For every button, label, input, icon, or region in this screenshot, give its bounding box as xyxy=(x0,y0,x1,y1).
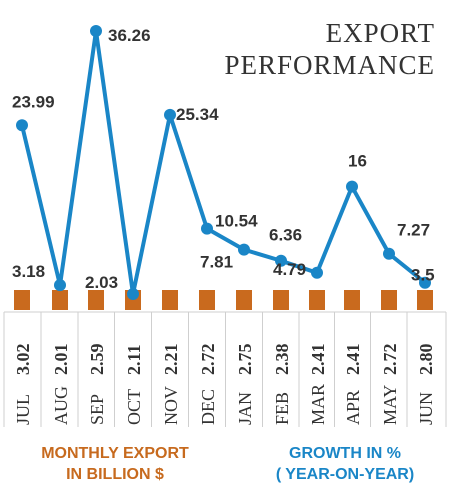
export-value-jan: 2.75 xyxy=(235,344,255,376)
growth-label-sep: 36.26 xyxy=(108,26,151,45)
export-bar-nov xyxy=(162,290,178,310)
export-value-apr: 2.41 xyxy=(343,344,363,376)
category-label-group: SEP 2.59 xyxy=(87,344,107,426)
export-bar-jun xyxy=(417,290,433,310)
export-bar-feb xyxy=(273,290,289,310)
month-label-may: MAY xyxy=(380,385,400,425)
category-label-group: OCT 2.11 xyxy=(124,344,144,425)
growth-label-jun: 3.5 xyxy=(411,266,435,285)
growth-point-may xyxy=(383,247,395,260)
month-label-feb: FEB xyxy=(272,392,292,425)
growth-label-feb: 6.36 xyxy=(269,226,302,245)
chart-title-line-1: EXPORT xyxy=(325,18,435,48)
month-label-jun: JUN xyxy=(416,392,436,425)
legend-monthly-export: MONTHLY EXPORT IN BILLION $ xyxy=(40,443,190,485)
growth-point-oct xyxy=(127,288,139,300)
growth-label-oct: 2.03 xyxy=(85,273,118,292)
growth-point-feb xyxy=(275,254,287,267)
category-label-group: AUG 2.01 xyxy=(51,344,71,426)
month-label-nov: NOV xyxy=(161,386,181,425)
category-label-group: JUN 2.80 xyxy=(416,344,436,426)
legend-growth-line-2: ( YEAR-ON-YEAR) xyxy=(275,466,415,483)
export-value-aug: 2.01 xyxy=(51,344,71,376)
growth-label-apr: 16 xyxy=(348,152,367,171)
growth-point-apr xyxy=(346,180,358,193)
category-label-group: FEB 2.38 xyxy=(272,344,292,426)
export-value-dec: 2.72 xyxy=(198,344,218,376)
category-label-group: APR 2.41 xyxy=(343,344,363,426)
export-value-sep: 2.59 xyxy=(87,344,107,376)
export-value-jul: 3.02 xyxy=(13,344,33,376)
growth-label-may: 7.27 xyxy=(397,221,430,240)
growth-point-jun xyxy=(419,276,431,289)
export-bar-sep xyxy=(88,290,104,310)
category-label-group: DEC 2.72 xyxy=(198,344,218,426)
export-bar-aug xyxy=(52,290,68,310)
category-label-group: NOV 2.21 xyxy=(161,344,181,426)
legend-growth-line-1: GROWTH IN % xyxy=(289,445,401,462)
month-label-mar: MAR xyxy=(308,384,328,425)
growth-point-dec xyxy=(201,222,213,235)
growth-line xyxy=(20,29,427,296)
export-bar-mar xyxy=(309,290,325,310)
growth-label-dec: 10.54 xyxy=(215,212,258,231)
label-grid xyxy=(3,311,447,427)
month-label-jul: JUL xyxy=(13,394,33,425)
month-label-aug: AUG xyxy=(51,386,71,425)
category-label-group: JUL 3.02 xyxy=(13,344,33,426)
growth-point-nov xyxy=(164,108,176,121)
export-bar-dec xyxy=(199,290,215,310)
export-value-may: 2.72 xyxy=(380,344,400,376)
legend-growth: GROWTH IN % ( YEAR-ON-YEAR) xyxy=(260,443,430,485)
export-bar-jul xyxy=(14,290,30,310)
category-label-group: MAY 2.72 xyxy=(380,344,400,426)
growth-point-jul xyxy=(16,119,28,132)
category-label-group: JAN 2.75 xyxy=(235,344,255,426)
month-label-dec: DEC xyxy=(198,389,218,425)
export-value-oct: 2.11 xyxy=(124,344,144,375)
month-label-apr: APR xyxy=(343,390,363,425)
export-value-nov: 2.21 xyxy=(161,344,181,376)
export-bar-may xyxy=(381,290,397,310)
export-value-feb: 2.38 xyxy=(272,344,292,376)
export-value-mar: 2.41 xyxy=(308,344,328,376)
month-label-sep: SEP xyxy=(87,394,107,425)
chart-title-line-2: PERFORMANCE xyxy=(224,50,435,80)
legend-export-line-2: IN BILLION $ xyxy=(66,466,164,483)
growth-point-aug xyxy=(54,279,66,292)
growth-label-nov: 25.34 xyxy=(176,105,219,124)
growth-label-jul: 23.99 xyxy=(12,92,55,111)
growth-point-mar xyxy=(311,266,323,279)
month-label-oct: OCT xyxy=(124,389,144,425)
export-bar-apr xyxy=(344,290,360,310)
legend-export-line-1: MONTHLY EXPORT xyxy=(41,445,189,462)
growth-point-sep xyxy=(90,25,102,37)
growth-label-aug: 3.18 xyxy=(12,262,45,281)
growth-label-jan: 7.81 xyxy=(200,253,233,272)
export-bar-jan xyxy=(236,290,252,310)
growth-point-jan xyxy=(238,243,250,256)
export-value-jun: 2.80 xyxy=(416,344,436,376)
category-label-group: MAR 2.41 xyxy=(308,344,328,426)
month-label-jan: JAN xyxy=(235,392,255,425)
growth-label-mar: 4.79 xyxy=(273,260,306,279)
